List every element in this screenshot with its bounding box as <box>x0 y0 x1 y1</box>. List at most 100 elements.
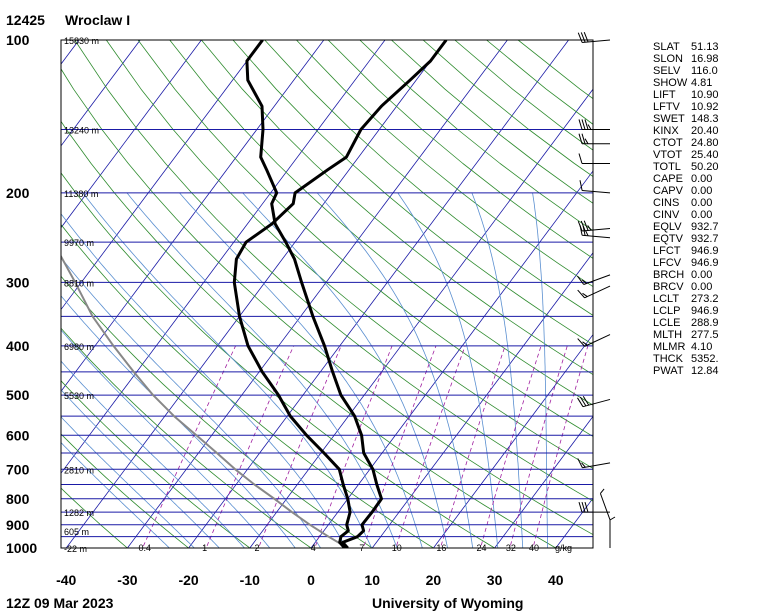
height-label: 5530 m <box>64 391 94 401</box>
wind-barbs <box>577 32 616 548</box>
parcel-profile-line <box>61 254 349 548</box>
wind-barb-full <box>582 395 590 406</box>
wind-barb-staff <box>599 493 611 520</box>
footer-time: 12Z 09 Mar 2023 <box>6 595 114 611</box>
moist-adiabat-line <box>126 192 398 548</box>
dry-adiabat-line <box>61 68 593 536</box>
wind-barb-half <box>585 230 589 236</box>
index-row-mlth: MLTH 277.5 <box>653 329 765 341</box>
index-value: 0.00 <box>691 197 713 209</box>
index-value: 51.13 <box>691 41 719 53</box>
dry-adiabat-line <box>137 40 593 437</box>
index-value: 12.84 <box>691 365 719 377</box>
temperature-axis-labels: -40 -30 -20 -10 0 10 20 30 40 <box>56 572 564 588</box>
wind-barb-full <box>581 119 586 130</box>
pressure-tick-label: 800 <box>6 491 30 507</box>
height-label: 13240 m <box>64 125 99 135</box>
index-row-eqtv: EQTV 932.7 <box>653 233 765 245</box>
dry-adiabat-line <box>61 380 251 548</box>
index-name: LFCT <box>653 245 681 257</box>
temperature-tick-label: 10 <box>364 572 380 588</box>
index-row-pwat: PWAT 12.84 <box>653 365 765 377</box>
temperature-tick-label: 0 <box>307 572 315 588</box>
stability-indices-panel: SLAT 51.13 SLON 16.98 SELV 116.0 SHOW 4.81 LIFT 1… <box>653 41 765 377</box>
wind-barb <box>578 153 610 164</box>
temperature-tick-label: -40 <box>56 572 76 588</box>
wind-barb-full <box>578 119 583 130</box>
temperature-tick-label: -20 <box>178 572 198 588</box>
index-name: LFCV <box>653 257 682 269</box>
wind-barb-full <box>577 338 585 347</box>
temperature-profile-line <box>245 40 383 548</box>
wind-barb-staff <box>584 334 611 347</box>
index-name: MLTH <box>653 329 683 341</box>
wind-barb-staff <box>584 285 611 299</box>
mixing-ratio-line <box>395 345 466 548</box>
wind-barb-full <box>577 458 583 469</box>
dry-adiabat-line <box>74 40 593 502</box>
index-row-kinx: KINX 20.40 <box>653 125 765 137</box>
index-row-brch: BRCH 0.00 <box>653 269 765 281</box>
index-name: CINV <box>653 209 680 221</box>
isotherm-line <box>61 40 80 65</box>
index-row-swet: SWET 148.3 <box>653 113 765 125</box>
wind-barb-staff <box>582 234 611 239</box>
index-name: VTOT <box>653 149 683 161</box>
wind-barb-full <box>577 397 584 407</box>
index-name: BRCH <box>653 269 685 281</box>
index-value: 25.40 <box>691 149 719 161</box>
wind-barb-half <box>582 341 588 346</box>
temperature-tick-label: 30 <box>487 572 503 588</box>
index-value: 116.0 <box>691 65 718 77</box>
height-label: 605 m <box>64 527 89 537</box>
moist-adiabat-line <box>242 192 449 548</box>
moist-adiabat-line <box>61 389 220 548</box>
wind-barb-staff <box>583 274 611 285</box>
wind-barb-full <box>583 32 589 43</box>
isotherm-line <box>61 40 141 147</box>
index-value: 946.9 <box>691 257 719 269</box>
height-label: 1282 m <box>64 508 94 518</box>
wind-barb-staff <box>582 189 611 194</box>
wind-barb-full <box>584 502 589 513</box>
index-row-capv: CAPV 0.00 <box>653 185 765 197</box>
index-row-brcv: BRCV 0.00 <box>653 281 765 293</box>
index-row-cins: CINS 0.00 <box>653 197 765 209</box>
wind-barb-full <box>580 32 586 43</box>
dry-adiabat-line <box>61 433 190 548</box>
moist-adiabat-line <box>61 441 170 548</box>
wind-barb-half <box>581 279 587 284</box>
mixing-ratio-label: 0.4 <box>139 543 152 553</box>
index-row-ctot: CTOT 24.80 <box>653 137 765 149</box>
index-row-lclp: LCLP 946.9 <box>653 305 765 317</box>
footer-source: University of Wyoming <box>372 595 523 611</box>
wind-barb <box>579 224 611 239</box>
isotherm-line <box>61 40 202 229</box>
wind-barb <box>577 274 611 285</box>
sounding-profiles <box>232 40 448 548</box>
index-value: 10.92 <box>691 101 719 113</box>
wind-barb-full <box>577 275 585 285</box>
mixing-ratio-label: 40 <box>529 543 539 553</box>
mixing-ratio-label: 1 <box>202 543 207 553</box>
index-value: 273.2 <box>691 293 719 305</box>
index-value: 5352. <box>691 353 719 365</box>
index-row-selv: SELV 116.0 <box>653 65 765 77</box>
dry-adiabat-line <box>61 275 373 548</box>
mixing-ratio-line <box>439 345 506 548</box>
wind-barb-full <box>579 396 587 407</box>
moist-adiabat-line <box>61 256 322 548</box>
pressure-tick-label: 200 <box>6 185 30 201</box>
wind-barb-staff <box>582 398 611 408</box>
wind-barb <box>599 488 611 520</box>
index-row-thck: THCK 5352. <box>653 353 765 365</box>
index-row-show: SHOW 4.81 <box>653 77 765 89</box>
pressure-tick-label: 400 <box>6 338 30 354</box>
index-name: BRCV <box>653 281 684 293</box>
isotherm-line <box>432 333 593 548</box>
index-name: SLON <box>653 53 683 65</box>
isotherm-line <box>0 40 18 559</box>
moist-adiabat-line <box>471 192 524 548</box>
pressure-tick-label: 600 <box>6 427 30 443</box>
